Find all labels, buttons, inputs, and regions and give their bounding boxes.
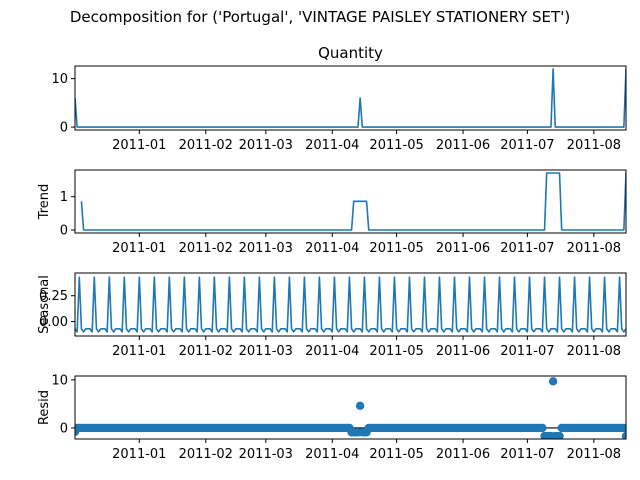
y-tick-label: 0: [60, 121, 68, 136]
x-tick-label: 2011-03: [239, 344, 293, 359]
panel-3: 0.00 0.25 2011-01 2011-02 2011-03 2011-04 2011…: [37, 272, 627, 359]
seasonal-line: [75, 276, 626, 333]
x-tick-label: 2011-04: [305, 241, 359, 256]
plot-data: [80, 172, 626, 231]
x-tick-label: 2011-02: [179, 138, 233, 153]
panel-title: Quantity: [318, 44, 383, 62]
y-tick-label: 0.25: [39, 289, 68, 304]
x-tick-label: 2011-03: [239, 138, 293, 153]
axes-frame: [74, 65, 627, 131]
resid-point: [548, 377, 558, 386]
resid-point: [555, 431, 564, 439]
y-axis-label: Trend: [37, 184, 52, 221]
x-tick-label: 2011-03: [239, 447, 293, 462]
x-tick-label: 2011-02: [179, 241, 233, 256]
y-tick-label: 0.00: [39, 315, 68, 330]
axes-frame: [74, 169, 627, 234]
resid-point: [619, 423, 626, 433]
series-line-1: [75, 68, 626, 128]
x-tick-label: 2011-07: [500, 138, 554, 153]
x-tick-label: 2011-01: [112, 344, 166, 359]
y-tick-label: 10: [51, 373, 68, 388]
x-tick-label: 2011-08: [567, 138, 621, 153]
x-tick-label: 2011-07: [500, 241, 554, 256]
x-tick-label: 2011-01: [112, 447, 166, 462]
axes-frame: [74, 375, 627, 440]
x-tick-label: 2011-05: [369, 241, 423, 256]
x-tick-label: 2011-02: [179, 447, 233, 462]
plot-data: [75, 68, 626, 128]
x-tick-label: 2011-06: [436, 344, 490, 359]
resid-point: [355, 401, 365, 411]
resid-point: [538, 423, 547, 433]
plot-data: [75, 276, 626, 333]
y-axis-label: Seasonal: [37, 275, 52, 334]
panel-4: 0 10 2011-01 2011-02 2011-03 2011-04 2011-05 20…: [37, 373, 627, 462]
x-tick-label: 2011-05: [369, 344, 423, 359]
x-tick-label: 2011-04: [305, 447, 359, 462]
x-tick-label: 2011-06: [436, 241, 490, 256]
x-tick-label: 2011-08: [567, 241, 621, 256]
resid-point: [621, 431, 626, 439]
x-tick-label: 2011-05: [369, 447, 423, 462]
y-tick-label: 0: [60, 421, 68, 436]
x-tick-label: 2011-03: [239, 241, 293, 256]
x-tick-label: 2011-01: [112, 241, 166, 256]
x-tick-label: 2011-05: [369, 138, 423, 153]
panel-1: 0 10 2011-01 2011-02 2011-03 2011-04 2011-05 20…: [51, 44, 627, 153]
x-tick-label: 2011-06: [436, 447, 490, 462]
y-axis-label: Resid: [37, 390, 52, 425]
x-tick-label: 2011-07: [500, 447, 554, 462]
series-line-1: [80, 172, 626, 231]
x-tick-label: 2011-08: [567, 344, 621, 359]
x-tick-label: 2011-04: [305, 344, 359, 359]
panel-2: 0 1 2011-01 2011-02 2011-03 2011-04 2011-05 201…: [37, 169, 627, 256]
x-tick-label: 2011-01: [112, 138, 166, 153]
x-tick-label: 2011-08: [567, 447, 621, 462]
x-tick-label: 2011-06: [436, 138, 490, 153]
axes-frame: [74, 272, 627, 337]
y-tick-label: 10: [51, 72, 68, 87]
x-tick-label: 2011-04: [305, 138, 359, 153]
plot-data: [75, 377, 626, 439]
y-tick-label: 0: [60, 224, 68, 239]
x-tick-label: 2011-07: [500, 344, 554, 359]
figure-suptitle: Decomposition for ('Portugal', 'VINTAGE …: [70, 8, 570, 26]
x-tick-label: 2011-02: [179, 344, 233, 359]
y-tick-label: 1: [60, 190, 68, 205]
